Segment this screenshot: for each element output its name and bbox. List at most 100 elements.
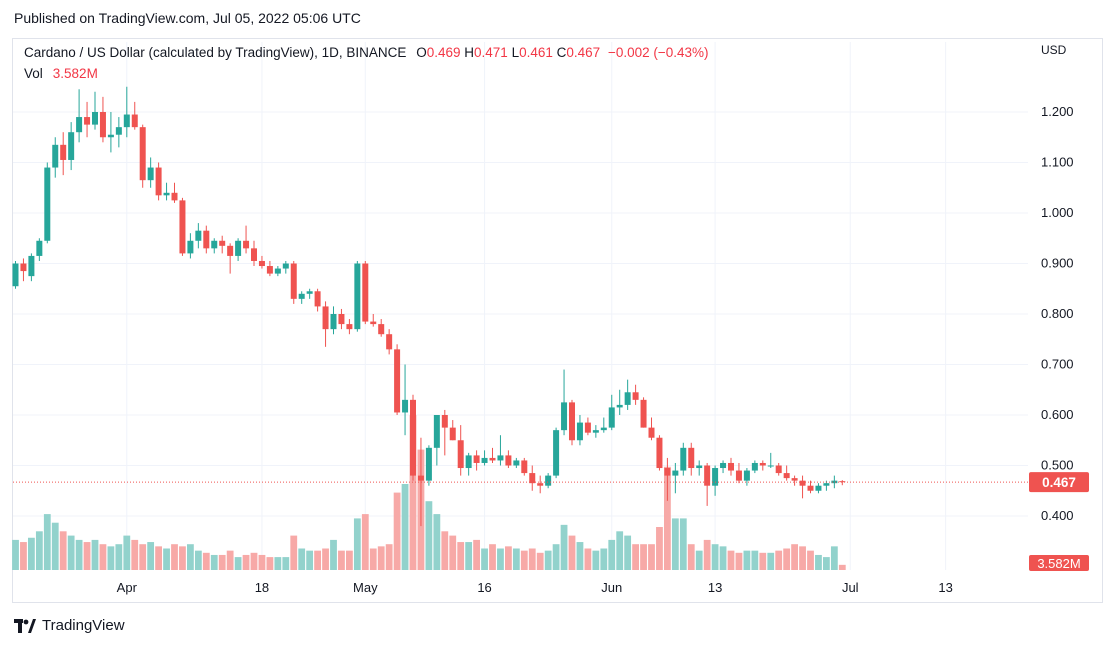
volume-bar bbox=[107, 546, 115, 570]
volume-bar bbox=[242, 554, 250, 570]
volume-bar bbox=[703, 539, 711, 570]
x-tick-label: May bbox=[353, 580, 378, 595]
volume-bar bbox=[369, 548, 377, 570]
volume-bar bbox=[425, 501, 433, 570]
change-value: −0.002 (−0.43%) bbox=[607, 45, 709, 60]
volume-bar bbox=[560, 524, 568, 570]
x-tick-label: 16 bbox=[477, 580, 491, 595]
candle-body bbox=[36, 240, 43, 256]
x-tick-label: Jul bbox=[842, 580, 859, 595]
candle-body bbox=[529, 473, 536, 484]
currency-label[interactable]: USD bbox=[1041, 43, 1067, 57]
candle-body bbox=[330, 314, 337, 330]
candle-body bbox=[386, 334, 393, 350]
volume-bar bbox=[830, 546, 838, 570]
volume-bar bbox=[274, 557, 282, 570]
candle-body bbox=[346, 324, 353, 330]
volume-bar bbox=[298, 548, 306, 570]
volume-bar bbox=[711, 544, 719, 570]
volume-bar bbox=[131, 539, 139, 570]
open-value: 0.469 bbox=[426, 45, 461, 60]
candle-body bbox=[664, 468, 671, 476]
volume-bar bbox=[457, 542, 465, 570]
volume-bar bbox=[648, 544, 655, 570]
candle-body bbox=[680, 447, 687, 471]
candle-body bbox=[720, 462, 727, 469]
volume-bar bbox=[139, 544, 147, 570]
y-tick-label: 0.700 bbox=[1041, 357, 1074, 372]
volume-bar bbox=[807, 550, 814, 570]
volume-bar bbox=[147, 542, 155, 570]
candle-body bbox=[195, 230, 202, 241]
candle-body bbox=[219, 240, 226, 246]
candle-body bbox=[227, 245, 234, 256]
candle-body bbox=[537, 483, 544, 486]
candle-body bbox=[211, 240, 218, 249]
close-label: C bbox=[556, 45, 567, 60]
candle-body bbox=[481, 457, 488, 463]
candle-body bbox=[775, 465, 782, 474]
volume-bar bbox=[346, 550, 353, 570]
candle-body bbox=[425, 447, 432, 481]
volume-bar bbox=[823, 557, 830, 570]
tradingview-logo[interactable]: TradingView bbox=[14, 617, 125, 634]
volume-bar bbox=[194, 550, 202, 570]
volume-bar bbox=[489, 544, 496, 570]
volume-bar bbox=[12, 539, 19, 570]
last-volume-badge bbox=[1029, 555, 1089, 571]
volume-bar bbox=[266, 557, 274, 570]
candle-body bbox=[274, 268, 281, 274]
price-chart[interactable]: 0.400 0.500 0.600 0.700 0.800 0.900 1.000 1.100… bbox=[0, 0, 1116, 605]
candle-body bbox=[52, 144, 59, 168]
volume-bar bbox=[695, 550, 703, 570]
candle-body bbox=[107, 134, 114, 138]
volume-bar bbox=[83, 542, 91, 570]
candle-body bbox=[632, 392, 639, 400]
volume-bar bbox=[656, 527, 663, 570]
candle-body bbox=[688, 447, 695, 469]
volume-bar bbox=[727, 550, 735, 570]
volume-bar bbox=[759, 552, 767, 570]
candle-body bbox=[656, 437, 663, 469]
candle-body bbox=[147, 167, 154, 181]
open-label: O bbox=[416, 45, 427, 60]
x-tick-label: 18 bbox=[255, 580, 269, 595]
volume-bar bbox=[123, 535, 131, 570]
candle-body bbox=[545, 475, 552, 486]
candle-body bbox=[12, 263, 19, 287]
y-tick-label: 1.000 bbox=[1041, 205, 1074, 220]
candle-body bbox=[290, 263, 297, 299]
candle-body bbox=[505, 455, 512, 466]
candle-body bbox=[584, 422, 591, 433]
volume-bar bbox=[719, 546, 727, 570]
candle-body bbox=[92, 112, 98, 125]
candle-body bbox=[171, 192, 178, 201]
volume-bar bbox=[393, 492, 401, 570]
volume-value: 3.582M bbox=[52, 66, 98, 81]
volume-bar bbox=[791, 544, 798, 570]
volume-bar bbox=[544, 550, 552, 570]
candle-body bbox=[394, 349, 401, 413]
volume-bar bbox=[75, 539, 83, 570]
candle-body bbox=[600, 427, 607, 431]
candle-body bbox=[807, 485, 814, 491]
ohlc-values: O0.469 H0.471 L0.461 C0.467 −0.002 (−0.4… bbox=[416, 45, 708, 60]
volume-bar bbox=[115, 544, 123, 570]
candle-body bbox=[28, 255, 35, 277]
candle-body bbox=[489, 457, 496, 461]
candle-body bbox=[179, 200, 186, 254]
candle-body bbox=[306, 291, 313, 294]
candle-body bbox=[696, 465, 703, 469]
candle-body bbox=[187, 240, 194, 254]
candle-body bbox=[569, 402, 575, 441]
candle-body bbox=[831, 480, 838, 484]
candle-body bbox=[672, 470, 679, 476]
volume-bar bbox=[322, 548, 329, 570]
volume-bar bbox=[179, 546, 186, 570]
volume-bar bbox=[91, 539, 99, 570]
candle-body bbox=[243, 240, 250, 249]
candle-body bbox=[84, 117, 91, 125]
volume-bar bbox=[202, 552, 210, 570]
candle-body bbox=[44, 167, 51, 241]
candle-body bbox=[743, 470, 750, 481]
